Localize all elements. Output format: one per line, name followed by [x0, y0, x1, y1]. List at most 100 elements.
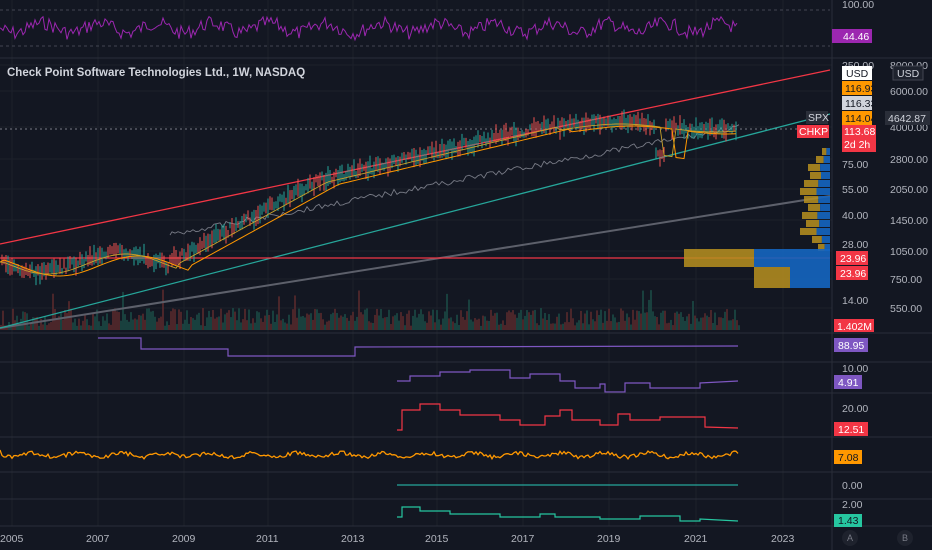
time-axis-label: 2009 — [172, 533, 196, 545]
vp-row — [820, 204, 830, 211]
right-tick: 2050.00 — [890, 184, 928, 196]
rsi-value-label: 44.46 — [832, 29, 872, 43]
vp-row — [821, 172, 830, 179]
auto-scale-button[interactable]: A — [842, 530, 858, 546]
svg-text:USD: USD — [846, 68, 869, 80]
log-scale-button[interactable]: B — [897, 530, 913, 546]
svg-text:44.46: 44.46 — [843, 31, 869, 43]
svg-text:4.91: 4.91 — [838, 377, 859, 389]
time-axis-label: 2019 — [597, 533, 621, 545]
right-tick: 6000.00 — [890, 86, 928, 98]
price-label-orange: 116.93 — [842, 81, 876, 95]
time-axis-label: 2021 — [684, 533, 708, 545]
indicator-pane-6[interactable] — [397, 506, 739, 522]
pane6-value-label: 1.43 — [834, 514, 862, 527]
spx-compare-line — [169, 124, 740, 236]
vp-row — [821, 236, 830, 243]
svg-text:116.93: 116.93 — [845, 83, 876, 95]
pane5-tick: 0.00 — [842, 480, 863, 492]
currency-left-label[interactable]: USD — [842, 66, 872, 80]
indicator-pane-2[interactable] — [397, 369, 739, 393]
rsi-tick: 100.00 — [842, 0, 874, 11]
svg-text:7.08: 7.08 — [838, 452, 859, 464]
volume-profile — [800, 148, 830, 251]
time-axis-label: 2023 — [771, 533, 795, 545]
left-tick: 14.00 — [842, 295, 868, 307]
vp-row — [822, 148, 827, 155]
vp-row — [818, 180, 830, 187]
vp-row — [800, 188, 817, 195]
left-tick: 75.00 — [842, 159, 868, 171]
indicator-2-line — [397, 369, 739, 393]
time-axis-label: 2005 — [0, 533, 24, 545]
svg-text:23.96: 23.96 — [840, 253, 866, 265]
right-tick: 550.00 — [890, 303, 922, 315]
svg-text:1.43: 1.43 — [838, 515, 859, 527]
price-label-grey: 116.33 — [842, 96, 876, 110]
vp-block-blue — [754, 249, 830, 267]
svg-text:1.402M: 1.402M — [837, 321, 872, 333]
right-tick: 1050.00 — [890, 246, 928, 258]
indicator-6-line — [397, 506, 739, 522]
pane2-tick: 10.00 — [842, 363, 868, 375]
volume-bars — [0, 289, 740, 330]
rsi-pane[interactable] — [0, 9, 830, 47]
pane6-tick: 2.00 — [842, 499, 863, 511]
chkp-price-label: 113.68 2d 2h — [842, 125, 876, 152]
currency-right-label[interactable]: USD — [892, 65, 924, 81]
price-pane[interactable] — [0, 69, 831, 330]
indicator-pane-3[interactable] — [397, 403, 739, 431]
svg-text:116.33: 116.33 — [845, 98, 876, 110]
svg-text:23.96: 23.96 — [840, 268, 866, 280]
left-tick: 28.00 — [842, 239, 868, 251]
time-axis-label: 2015 — [425, 533, 449, 545]
vp-row — [808, 204, 821, 211]
spx-name-label: SPX — [806, 111, 829, 124]
indicator-4-line — [0, 449, 739, 461]
vp-row — [817, 212, 830, 219]
moving-average-slow — [0, 125, 737, 277]
time-axis-label: 2011 — [256, 533, 279, 545]
chkp-name-label: CHKP — [797, 125, 829, 138]
level-label-2: 23.96 — [836, 266, 868, 280]
vp-row — [816, 228, 830, 235]
spx-value-label: 4642.87 — [885, 111, 930, 125]
left-tick: 55.00 — [842, 184, 868, 196]
channel-lower-line — [0, 113, 831, 329]
indicator-1-line — [98, 337, 739, 357]
price-axis-right[interactable]: 8000.00 6000.00 4000.00 2800.00 2050.00 … — [890, 60, 928, 315]
long-trend-line — [0, 195, 831, 329]
indicator-pane-1[interactable] — [98, 337, 739, 357]
time-axis[interactable]: 2005 2007 2009 2011 2013 2015 2017 2019 2021 2023 — [0, 533, 795, 545]
vp-row — [806, 220, 820, 227]
vp-row — [826, 148, 830, 155]
svg-text:4642.87: 4642.87 — [888, 113, 926, 125]
pane2-value-label: 4.91 — [834, 375, 862, 389]
right-tick: 750.00 — [890, 274, 922, 286]
svg-text:CHKP: CHKP — [799, 126, 828, 138]
price-candles — [1, 109, 737, 286]
indicator-3-line — [397, 403, 739, 431]
vp-row — [824, 244, 830, 251]
svg-text:USD: USD — [897, 68, 920, 80]
chart-title: Check Point Software Technologies Ltd., … — [7, 67, 306, 79]
vp-row — [818, 196, 830, 203]
vp-row — [823, 156, 830, 163]
vp-row — [804, 196, 819, 203]
indicator-pane-4[interactable] — [0, 449, 739, 461]
level-label-1: 23.96 — [836, 251, 868, 265]
time-axis-label: 2017 — [511, 533, 535, 545]
vp-row — [812, 236, 822, 243]
vp-row — [819, 220, 830, 227]
vp-block-gold — [684, 249, 754, 267]
svg-text:114.04: 114.04 — [845, 113, 876, 125]
svg-text:12.51: 12.51 — [838, 424, 864, 436]
vp-row — [802, 212, 818, 219]
time-axis-label: 2007 — [86, 533, 110, 545]
vp-block-blue-2 — [790, 267, 830, 288]
vp-row — [804, 180, 819, 187]
svg-text:113.68: 113.68 — [844, 126, 875, 138]
vp-row — [810, 172, 821, 179]
vp-block-gold-2 — [754, 267, 790, 288]
